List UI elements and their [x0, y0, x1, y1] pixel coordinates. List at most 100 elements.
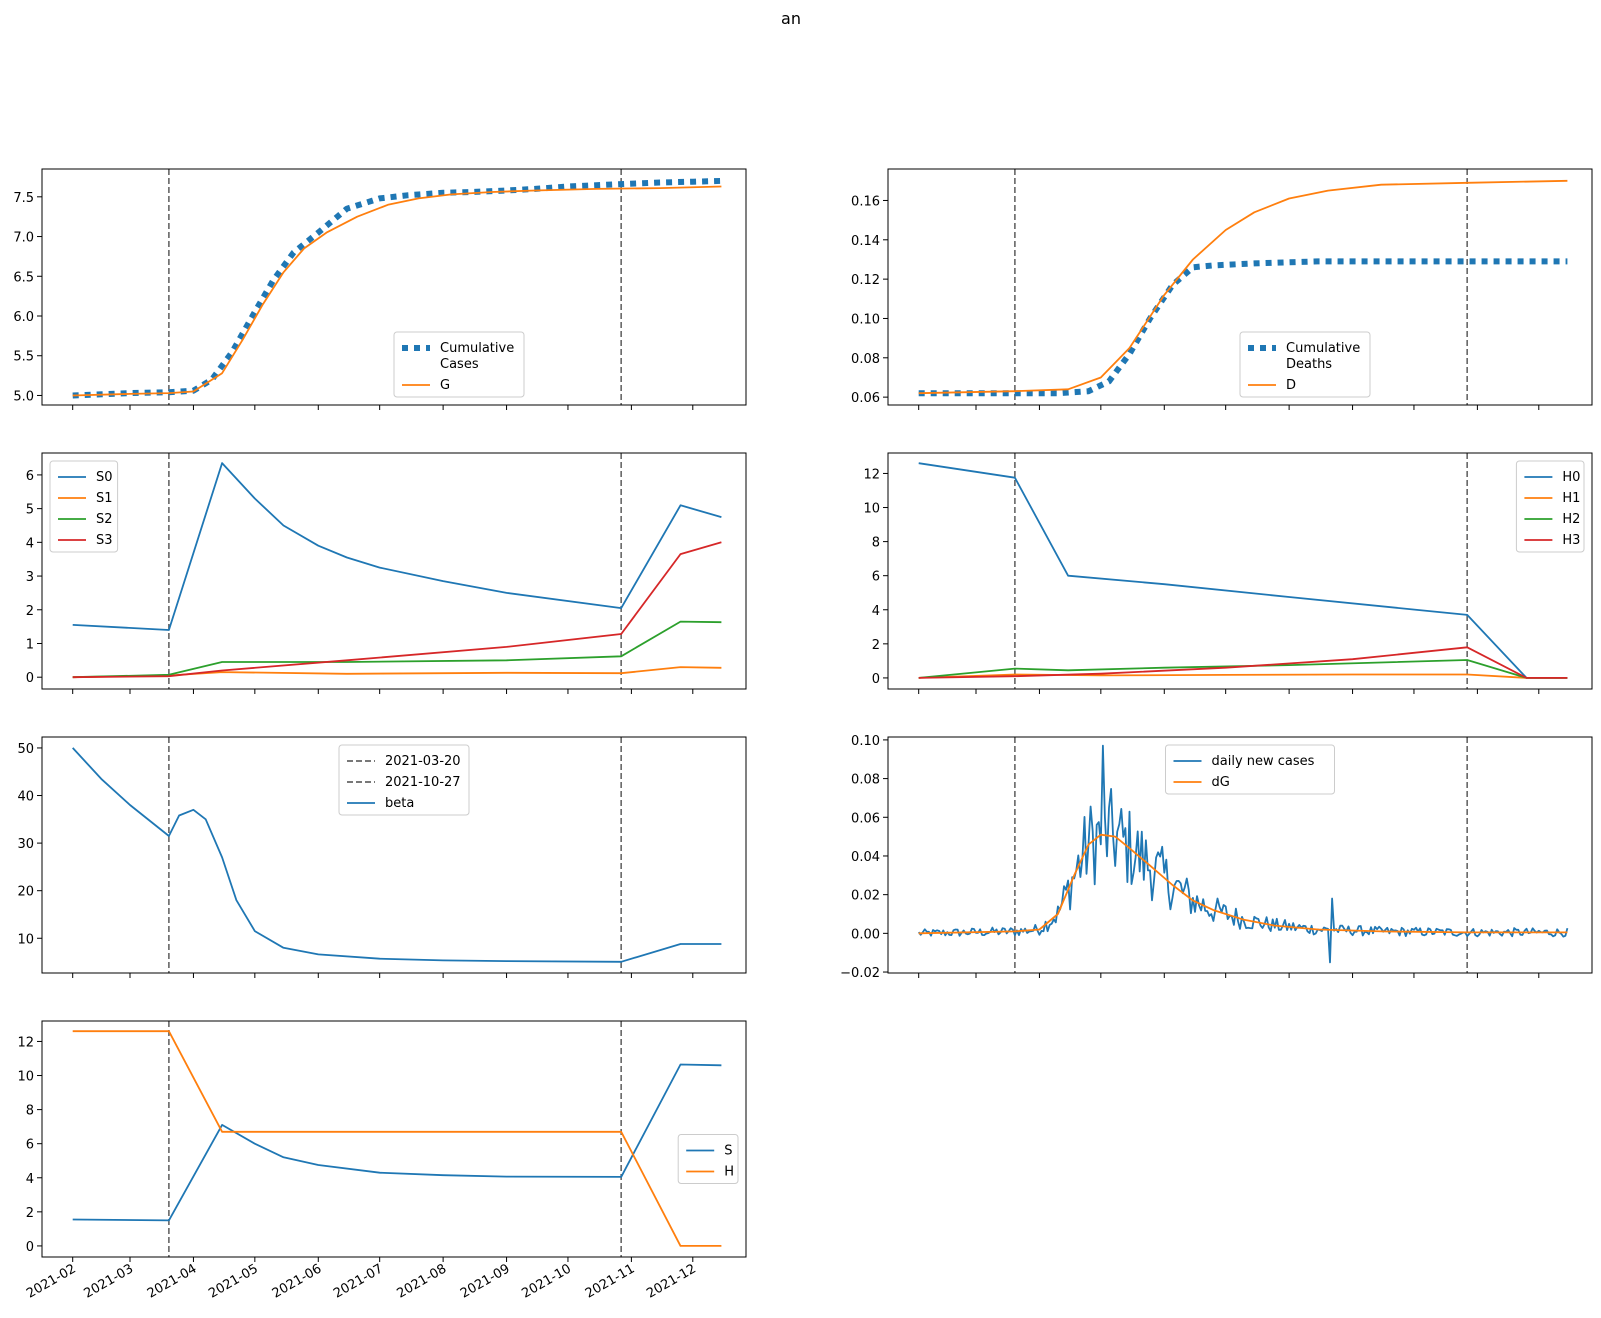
y-tick-label: 30	[17, 837, 34, 852]
y-tick-label: 0	[26, 671, 34, 686]
series-s2	[72, 620, 722, 679]
x-tick-label: 2021-12	[644, 1261, 699, 1301]
y-tick-label: 4	[26, 536, 34, 551]
legend: H0 H1 H2 H3	[1515, 460, 1585, 553]
legend-label: S2	[96, 512, 113, 527]
legend-label: S3	[96, 533, 113, 548]
series-h3	[918, 646, 1568, 679]
y-tick-label: 6.5	[13, 270, 34, 285]
y-tick-label: 6	[872, 570, 880, 585]
y-tick-label: 12	[863, 467, 880, 482]
series-s0	[72, 462, 722, 631]
legend-label: Cumulative	[440, 341, 514, 356]
y-tick-label: 5.0	[13, 389, 34, 404]
subplot-6: −0.02 0.00 0.02 0.04 0.06 0.08 0.10 daily new c…	[840, 734, 1593, 981]
y-tick-label: 0	[26, 1240, 34, 1255]
legend-label: Cumulative	[1286, 341, 1360, 356]
legend: S0 S1 S2 S3	[49, 460, 119, 553]
subplot-4: 0 2 4 6 8 10 12 H0 H1 H2 H3	[863, 452, 1593, 694]
y-tick-label: 0.10	[851, 734, 880, 749]
axes-frame	[41, 168, 747, 406]
x-tick-label: 2021-07	[331, 1261, 386, 1301]
y-tick-label: 4	[26, 1172, 34, 1187]
subplot-3: 0 1 2 3 4 5 6 S0 S1 S2 S3	[26, 452, 747, 694]
legend-label: 2021-03-20	[385, 754, 461, 769]
figure-title: an	[781, 9, 801, 28]
legend-label: G	[440, 378, 450, 393]
x-tick-label: 2021-09	[458, 1261, 513, 1301]
x-tick-label: 2021-04	[145, 1261, 200, 1301]
y-tick-label: 7.0	[13, 231, 34, 246]
y-tick-label: 10	[17, 932, 34, 947]
y-tick-label: 40	[17, 790, 34, 805]
axes-frame	[887, 736, 1593, 974]
axes-frame	[887, 452, 1593, 690]
legend: 2021-03-20 2021-10-27 beta	[338, 744, 470, 816]
legend-label: H3	[1562, 533, 1580, 548]
series-beta	[72, 747, 722, 963]
series-s3	[72, 541, 722, 679]
legend-label: 2021-10-27	[385, 775, 461, 790]
legend-label: H1	[1562, 491, 1580, 506]
series-d	[918, 179, 1568, 395]
series-h	[72, 1030, 722, 1247]
y-tick-label: 2	[26, 1206, 34, 1221]
x-tick-label: 2021-06	[270, 1261, 325, 1301]
legend-label: H0	[1562, 470, 1580, 485]
legend-label: S	[724, 1144, 732, 1159]
axes-frame	[887, 168, 1593, 406]
y-tick-label: 0.14	[851, 234, 880, 249]
y-tick-label: 5.5	[13, 350, 34, 365]
y-tick-label: 20	[17, 885, 34, 900]
y-tick-label: 1	[26, 637, 34, 652]
legend-label: H	[724, 1165, 734, 1180]
axes-frame	[41, 736, 747, 974]
y-tick-label: 0.00	[851, 927, 880, 942]
y-tick-label: 50	[17, 742, 34, 757]
y-tick-label: 6.0	[13, 310, 34, 325]
legend: SH	[677, 1134, 739, 1184]
series-dg	[918, 833, 1568, 935]
legend-label: dG	[1212, 775, 1230, 790]
series-h2	[918, 659, 1568, 679]
axes-frame	[41, 452, 747, 690]
series-h0	[918, 462, 1568, 679]
legend-label: D	[1286, 378, 1296, 393]
x-tick-label: 2021-02	[24, 1261, 79, 1301]
legend-label: daily new cases	[1212, 754, 1315, 769]
legend-label: S0	[96, 470, 113, 485]
series-cumulative-deaths	[918, 258, 1568, 397]
y-tick-label: 0.04	[851, 850, 880, 865]
legend-label: beta	[385, 796, 414, 811]
y-tick-label: 6	[26, 469, 34, 484]
y-tick-label: 8	[26, 1104, 34, 1119]
subplot-5: 10 20 30 40 50 2021-03-20 2021-10-27 beta	[17, 736, 747, 978]
y-tick-label: 0.12	[851, 273, 880, 288]
axes-frame	[41, 1020, 747, 1258]
y-tick-label: 4	[872, 604, 880, 619]
legend-label: Cases	[440, 357, 479, 372]
series-h1	[918, 673, 1568, 679]
y-tick-label: −0.02	[840, 966, 880, 981]
y-tick-label: 10	[17, 1070, 34, 1085]
series-g	[72, 185, 722, 397]
y-tick-label: 10	[863, 502, 880, 517]
y-tick-label: 0.16	[851, 194, 880, 209]
legend-label: S1	[96, 491, 113, 506]
series-cumulative-cases	[72, 177, 722, 399]
y-tick-label: 0.10	[851, 312, 880, 327]
y-tick-label: 2	[26, 604, 34, 619]
legend: daily new cases dG	[1165, 744, 1335, 795]
x-tick-label: 2021-11	[583, 1261, 638, 1301]
series-s	[72, 1063, 722, 1222]
y-tick-label: 3	[26, 570, 34, 585]
legend-label: Deaths	[1286, 357, 1332, 372]
y-tick-label: 6	[26, 1138, 34, 1153]
y-tick-label: 7.5	[13, 191, 34, 206]
y-tick-label: 2	[872, 638, 880, 653]
y-tick-label: 0	[872, 672, 880, 687]
y-tick-label: 8	[872, 536, 880, 551]
